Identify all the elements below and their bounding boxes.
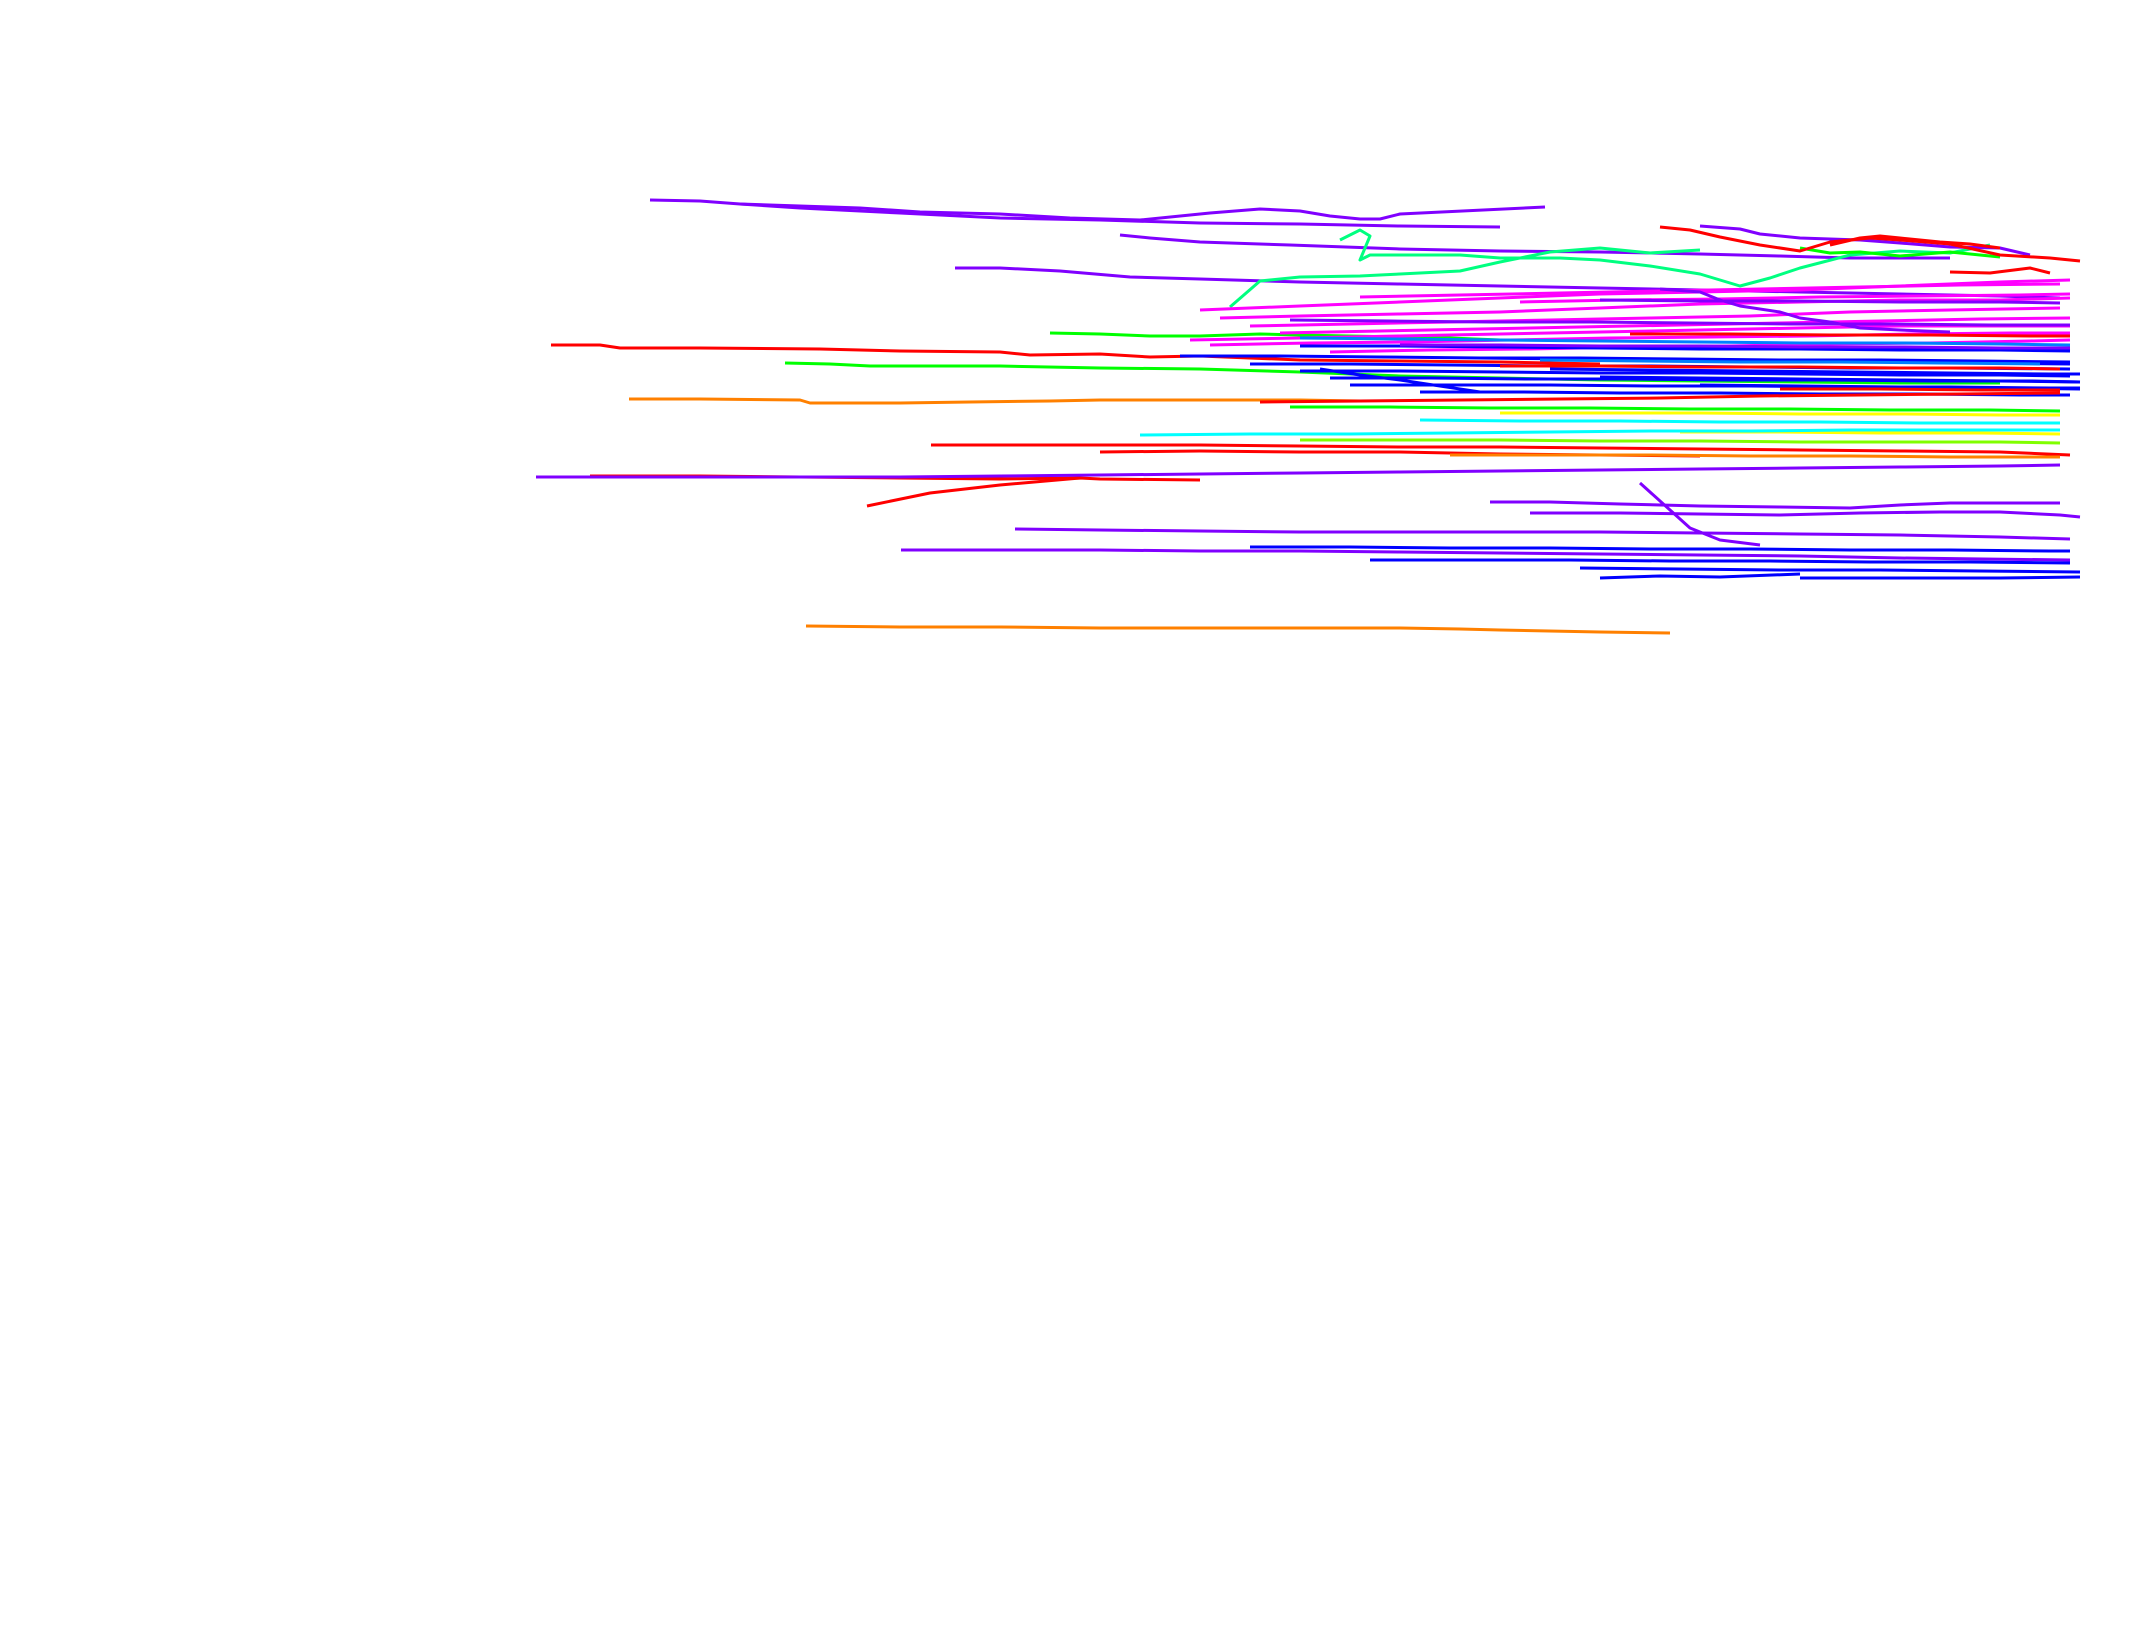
trace-line [1549,367,2080,376]
trace-line [1530,510,2081,519]
trace-line [1250,545,2070,553]
trace-line [1300,369,2071,378]
trace-line [1450,453,2060,459]
trace-line [1209,331,2070,347]
trace-line [1599,298,2061,305]
trace-line [1300,438,2061,445]
trace-line [1599,572,1801,580]
trace-line [1119,233,1950,260]
trace-line [1359,282,2061,299]
trace-line [1419,418,2060,425]
trace-line [955,266,2061,300]
trace-line [739,202,1501,229]
trace-line [1289,318,2070,327]
trace-line [1500,411,2060,417]
trace-line [866,476,1081,508]
trace-line [551,343,1601,366]
trace-line [1630,332,2070,338]
trace-line [1638,481,1761,547]
trace-line [1259,391,2061,404]
trace-group [536,198,2081,635]
trace-line [1139,428,2060,437]
trace-line [1299,336,2071,347]
trace-line [1290,405,2061,413]
trace-line [1500,364,2061,371]
trace-line [1949,266,2051,275]
trace-line [901,548,2071,562]
trace-line [1229,246,1701,309]
trace-line [1490,500,2060,510]
trace-line [1219,296,2071,320]
trace-line [1829,234,2001,250]
trace-line [1539,358,2041,366]
trace-line [1249,306,2061,328]
trace-line [1339,228,1991,288]
trace-line [1599,375,2081,384]
trace-line [805,624,1671,635]
trace-line [931,443,2071,457]
trace-line [629,397,1361,405]
trace-line [1049,331,1501,342]
trace-line [1579,566,2081,574]
trace-line [1319,367,1481,394]
trace-line [1279,316,2071,335]
trace-line [1780,387,2060,392]
trace-line [1370,558,2071,565]
trace-line [1800,575,2081,580]
trace-line [536,463,2061,479]
trace-line [1799,246,2001,259]
trace-line [1014,527,2071,541]
trace-line [1659,287,1951,334]
trace-line [1400,343,2070,350]
trace-line [1699,383,2081,391]
